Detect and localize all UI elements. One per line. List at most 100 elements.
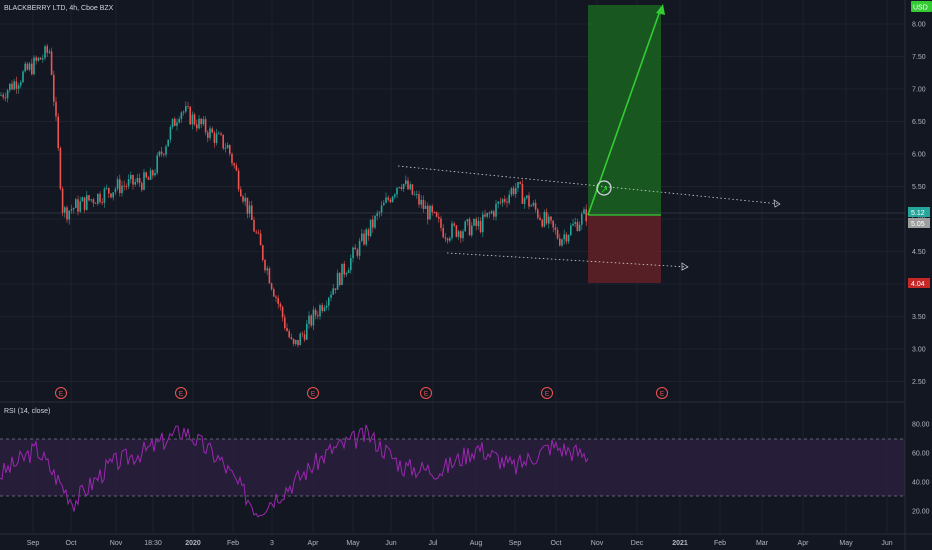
candle-body — [75, 199, 77, 209]
candle-body — [440, 218, 442, 228]
candle-body — [79, 201, 81, 212]
candle-body — [319, 305, 321, 317]
candle-body — [4, 97, 7, 99]
candle-body — [541, 219, 543, 227]
candle-body — [585, 209, 587, 222]
candle-body — [292, 338, 295, 344]
candle-body — [202, 119, 205, 125]
candle-body — [339, 272, 341, 286]
price-axis[interactable]: 8.007.507.006.506.005.505.004.504.003.50… — [912, 22, 926, 387]
candle-body — [402, 183, 405, 189]
candle-body — [2, 94, 4, 98]
candle-body — [273, 289, 275, 297]
candle-body — [409, 184, 411, 190]
rsi-line — [0, 424, 589, 518]
candle-body — [400, 187, 403, 189]
time-axis[interactable]: Sep Oct Nov 18:30 2020 Feb 3 Apr May Jun Jul Aug Sep… — [27, 540, 893, 547]
candle-body — [330, 294, 332, 298]
currency-badge[interactable] — [911, 1, 932, 12]
candle-body — [449, 238, 451, 241]
candle-body — [391, 196, 394, 202]
earnings-marker[interactable] — [55, 387, 67, 399]
candle-body — [244, 197, 246, 202]
candle-body — [471, 225, 473, 236]
candle-body — [354, 247, 356, 250]
earnings-marker-label: E — [660, 391, 665, 398]
candle-body — [61, 188, 64, 213]
candle-body — [59, 147, 62, 189]
candle-body — [378, 212, 381, 214]
candle-body — [303, 334, 306, 340]
candle-body — [297, 339, 299, 346]
candle-body — [90, 199, 92, 201]
candle-body — [510, 188, 513, 195]
candle-body — [418, 194, 420, 205]
time-tick-label: 2020 — [185, 540, 201, 547]
price-tick-label: 7.50 — [912, 54, 926, 61]
candle-body — [262, 245, 264, 261]
loss-zone[interactable] — [588, 215, 661, 283]
rsi-tick-label: 80.00 — [912, 422, 930, 429]
earnings-marker[interactable] — [420, 387, 432, 399]
candle-body — [310, 315, 312, 326]
earnings-marker[interactable] — [541, 387, 553, 399]
projection-arrow[interactable] — [587, 7, 662, 216]
candle-body — [328, 297, 330, 306]
candle-body — [143, 172, 145, 190]
time-tick-label: Jun — [385, 540, 396, 547]
candle-body — [499, 201, 502, 203]
candle-body — [473, 218, 475, 226]
candle-body — [171, 118, 174, 127]
candle-body — [325, 305, 328, 308]
time-tick-label: Feb — [714, 540, 726, 547]
rsi-tick-label: 40.00 — [912, 480, 930, 487]
candle-body — [380, 205, 383, 213]
candle-body — [442, 227, 444, 238]
candle-body — [248, 205, 251, 214]
candle-body — [554, 227, 557, 230]
candle-body — [519, 182, 521, 184]
candle-body — [497, 201, 499, 204]
candle-body — [189, 106, 191, 125]
candle-body — [550, 216, 552, 221]
candle-body — [222, 134, 224, 149]
time-tick-label: Dec — [631, 540, 644, 547]
candle-body — [48, 51, 51, 53]
earnings-marker[interactable] — [175, 387, 187, 399]
price-tick-label: 6.00 — [912, 152, 926, 159]
candle-body — [17, 85, 20, 89]
price-tick-label: 7.00 — [912, 87, 926, 94]
time-tick-label: Nov — [591, 540, 604, 547]
lower-trendline[interactable] — [446, 252, 689, 268]
candle-body — [341, 263, 343, 286]
candle-body — [314, 309, 317, 316]
time-tick-label: Sep — [509, 540, 522, 547]
candle-body — [174, 118, 176, 126]
candle-body — [453, 223, 455, 226]
earnings-marker[interactable] — [656, 387, 668, 399]
candle-body — [26, 63, 29, 70]
candle-body — [308, 315, 310, 324]
candle-body — [20, 82, 22, 86]
candle-body — [508, 194, 510, 203]
earnings-marker[interactable] — [307, 387, 319, 399]
candle-body — [196, 124, 198, 129]
candle-body — [363, 233, 365, 245]
candle-body — [429, 205, 431, 220]
rsi-axis[interactable]: 80.00 60.00 40.00 20.00 — [912, 422, 930, 516]
candle-body — [204, 119, 207, 133]
highlight-circle[interactable] — [596, 180, 612, 196]
candle-body — [154, 172, 156, 176]
candle-body — [323, 307, 326, 311]
candle-body — [101, 202, 103, 203]
candle-body — [352, 247, 354, 259]
candle-body — [92, 199, 95, 204]
time-tick-label: Oct — [66, 540, 77, 547]
rsi-tick-label: 60.00 — [912, 451, 930, 458]
candle-body — [334, 288, 337, 290]
projection-arrowhead — [656, 4, 665, 15]
candle-body — [484, 214, 486, 217]
candle-body — [407, 180, 409, 190]
